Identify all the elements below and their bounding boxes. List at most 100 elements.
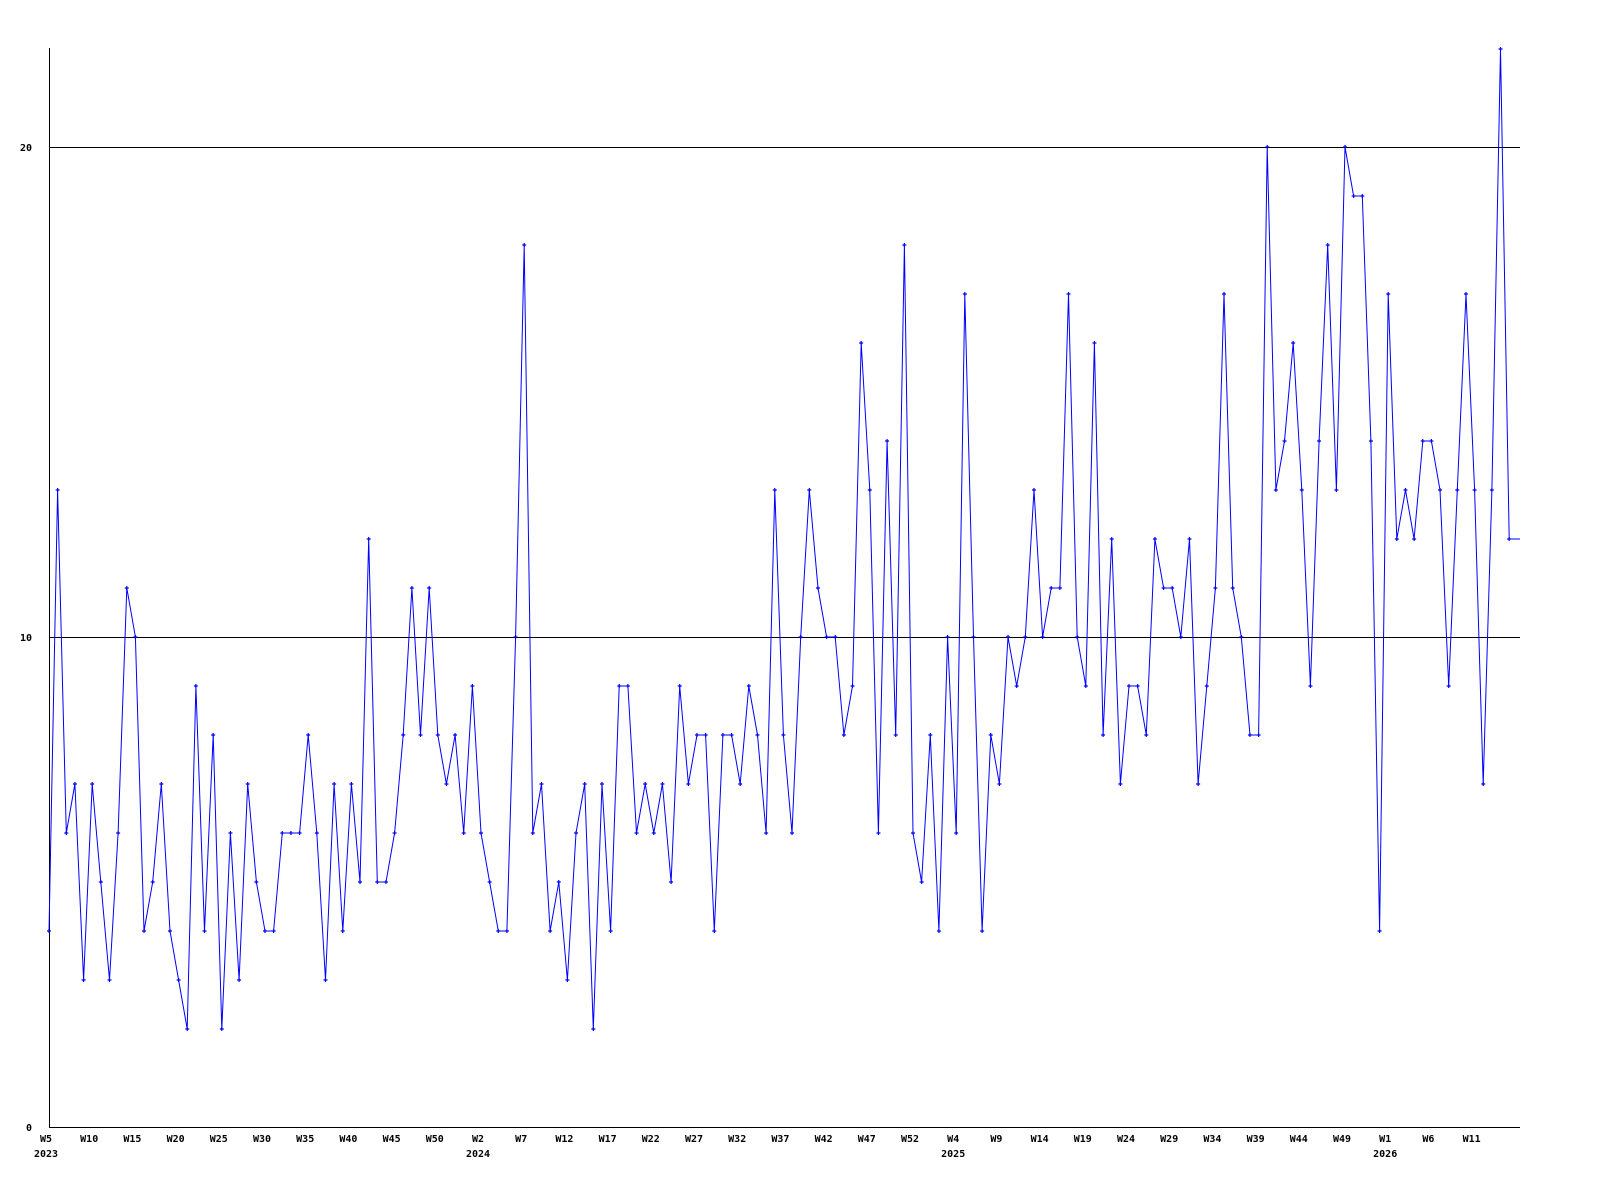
y-tick-label: 20 <box>20 143 32 154</box>
data-point-2023-W29 <box>254 880 259 884</box>
data-point-2023-W9 <box>81 978 86 982</box>
data-point-2023-W13 <box>116 831 121 835</box>
x-tick-label: W34 <box>1203 1134 1221 1145</box>
x-tick-label: W24 <box>1117 1134 1135 1145</box>
data-point-2025-W20 <box>1092 341 1097 345</box>
data-point-2026-W10 <box>1463 292 1468 296</box>
data-point-2024-W34 <box>755 733 760 737</box>
data-point-2023-W39 <box>340 929 345 933</box>
data-point-2025-W51 <box>1360 194 1365 198</box>
x-tick-label: W44 <box>1290 1134 1308 1145</box>
data-point-2024-W50 <box>893 733 898 737</box>
data-point-2024-W29 <box>712 929 717 933</box>
data-point-2023-W18 <box>159 782 164 786</box>
data-point-2024-W53 <box>919 880 924 884</box>
data-point-2023-W26 <box>228 831 233 835</box>
data-point-2025-W14 <box>1040 635 1045 639</box>
series-line <box>48 48 1520 1030</box>
data-point-2025-W43 <box>1291 341 1296 345</box>
x-tick-label: W17 <box>599 1134 617 1145</box>
data-point-2023-W5 <box>47 929 51 933</box>
data-point-2025-W28 <box>1161 586 1166 590</box>
data-point-2023-W23 <box>202 929 207 933</box>
x-tick-label: W20 <box>167 1134 185 1145</box>
year-label: 2023 <box>34 1149 58 1160</box>
data-point-2026-W3 <box>1403 488 1408 492</box>
series-polyline <box>48 48 1520 1030</box>
x-tick-labels: W5 W10 W15 W20 W25 W30 W35 W40 W45 W50 W2 W7 W12 W17 W… <box>34 1134 1481 1160</box>
data-point-2025-W19 <box>1083 684 1088 688</box>
data-point-2024-W13 <box>574 831 579 835</box>
data-point-2026-W7 <box>1438 488 1443 492</box>
axes <box>49 48 1520 1128</box>
data-point-2025-W26 <box>1144 733 1149 737</box>
data-point-2024-W26 <box>686 782 691 786</box>
data-point-2024-W17 <box>608 929 613 933</box>
data-point-2025-W18 <box>1075 635 1080 639</box>
data-point-2024-W9 <box>539 782 544 786</box>
data-point-2025-W8 <box>988 733 993 737</box>
data-point-2024-W51 <box>902 243 907 247</box>
data-point-2024-W33 <box>746 684 751 688</box>
data-point-2025-W32 <box>1196 782 1201 786</box>
data-point-2025-W2 <box>936 929 941 933</box>
data-point-2024-W7 <box>522 243 527 247</box>
x-tick-label: W25 <box>210 1134 228 1145</box>
data-point-2024-W52 <box>911 831 915 835</box>
data-point-2023-W30 <box>263 929 267 933</box>
data-point-2024-W47 <box>867 488 872 492</box>
data-point-2025-W27 <box>1152 537 1157 541</box>
data-point-2023-W47 <box>409 586 414 590</box>
data-point-2023-W17 <box>150 880 155 884</box>
x-tick-label: W2 <box>472 1134 484 1145</box>
data-point-2024-W15 <box>591 1027 596 1031</box>
data-point-2024-W21 <box>643 782 648 786</box>
data-point-2026-W2 <box>1394 537 1399 541</box>
x-tick-label: W1 <box>1379 1134 1391 1145</box>
x-tick-label: W40 <box>339 1134 357 1145</box>
year-label: 2024 <box>466 1149 490 1160</box>
data-point-2023-W20 <box>176 978 181 982</box>
x-tick-label: W14 <box>1031 1134 1049 1145</box>
year-label: 2026 <box>1373 1149 1397 1160</box>
data-point-2024-W2 <box>479 831 483 835</box>
data-point-2026-W11 <box>1472 488 1477 492</box>
y-tick-label: 10 <box>20 633 32 644</box>
data-point-2025-W35 <box>1222 292 1227 296</box>
data-point-2023-W43 <box>375 880 380 884</box>
data-point-2025-W3 <box>945 635 950 639</box>
data-point-2025-W24 <box>1127 684 1131 688</box>
x-tick-label: W29 <box>1160 1134 1178 1145</box>
data-point-2023-W53 <box>461 831 466 835</box>
data-point-2023-W42 <box>366 537 371 541</box>
data-point-2025-W46 <box>1317 439 1322 443</box>
x-tick-label: W19 <box>1074 1134 1092 1145</box>
data-point-2023-W28 <box>245 782 250 786</box>
data-point-2024-W42 <box>824 635 829 639</box>
data-point-2023-W38 <box>332 782 337 786</box>
data-point-2026-W13 <box>1489 488 1494 492</box>
data-point-2024-W25 <box>677 684 682 688</box>
data-point-2024-W41 <box>815 586 820 590</box>
data-point-2025-W42 <box>1282 439 1287 443</box>
data-point-2023-W36 <box>314 831 319 835</box>
data-point-2025-W40 <box>1265 145 1270 149</box>
data-point-2024-W35 <box>764 831 769 835</box>
x-tick-label: W42 <box>815 1134 833 1145</box>
data-point-2026-W12 <box>1481 782 1486 786</box>
x-tick-label: W39 <box>1247 1134 1265 1145</box>
x-tick-label: W27 <box>685 1134 703 1145</box>
data-point-2023-W24 <box>211 733 216 737</box>
x-tick-label: W7 <box>515 1134 527 1145</box>
data-point-2023-W50 <box>435 733 440 737</box>
x-tick-label: W6 <box>1422 1134 1434 1145</box>
x-tick-label: W9 <box>990 1134 1002 1145</box>
data-point-2023-W22 <box>193 684 198 688</box>
data-point-2025-W9 <box>997 782 1002 786</box>
x-tick-label: W50 <box>426 1134 444 1145</box>
data-point-2025-W13 <box>1031 488 1036 492</box>
data-point-2025-W17 <box>1066 292 1071 296</box>
data-point-2023-W10 <box>90 782 95 786</box>
data-point-2024-W28 <box>703 733 708 737</box>
x-tick-label: W12 <box>555 1134 573 1145</box>
